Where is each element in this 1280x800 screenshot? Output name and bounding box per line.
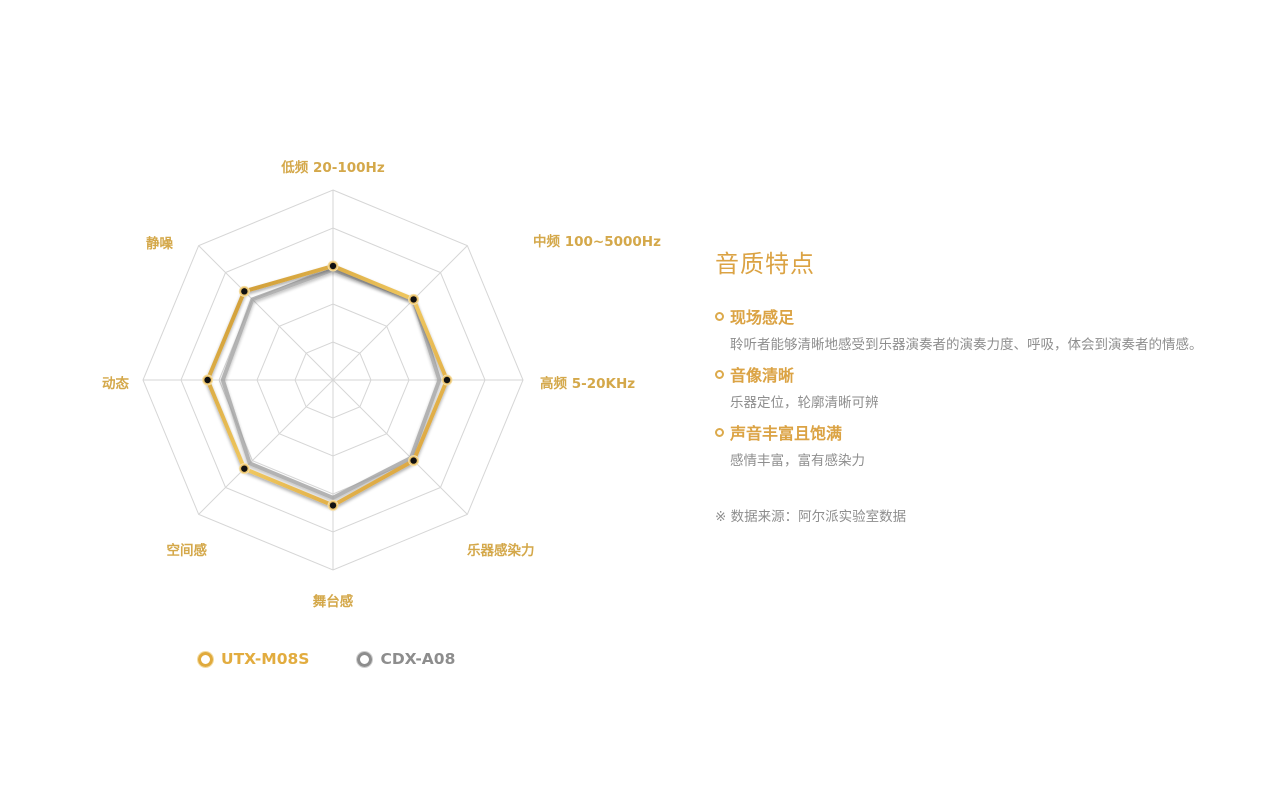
- series-line-cdx-a08: [220, 267, 442, 500]
- radar-spoke: [332, 245, 468, 381]
- radar-spoke: [198, 379, 334, 515]
- axis-label: 静噪: [146, 235, 173, 252]
- feature-title: 声音丰富且饱满: [730, 424, 843, 443]
- data-point: [443, 376, 451, 384]
- legend-item-utx-m08s[interactable]: UTX-M08S: [198, 650, 309, 668]
- feature-item: 现场感足 聆听者能够清晰地感受到乐器演奏者的演奏力度、呼吸，体会到演奏者的情感。: [715, 303, 1255, 355]
- data-point: [410, 296, 417, 303]
- legend-label-utx-m08s: UTX-M08S: [221, 650, 310, 668]
- chart-legend: UTX-M08S CDX-A08: [198, 650, 455, 668]
- axis-label: 高频 5-20KHz: [540, 375, 635, 392]
- feature-description: 乐器定位，轮廓清晰可辨: [730, 395, 879, 411]
- data-point: [241, 465, 248, 472]
- axis-label: 中频 100~5000Hz: [533, 233, 661, 250]
- sound-quality-panel: 音质特点 现场感足 聆听者能够清晰地感受到乐器演奏者的演奏力度、呼吸，体会到演奏…: [715, 244, 1255, 525]
- legend-swatch-utx-m08s: [198, 651, 213, 667]
- axis-label: 低频 20-100Hz: [280, 159, 385, 176]
- feature-description: 感情丰富，富有感染力: [730, 453, 865, 469]
- data-point: [204, 376, 211, 384]
- feature-description: 聆听者能够清晰地感受到乐器演奏者的演奏力度、呼吸，体会到演奏者的情感。: [730, 337, 1203, 353]
- data-point: [329, 262, 337, 270]
- axis-label: 舞台感: [313, 593, 354, 610]
- axis-label: 乐器感染力: [467, 542, 535, 559]
- bullet-icon: [715, 369, 724, 379]
- feature-title: 音像清晰: [730, 366, 795, 385]
- data-point: [329, 502, 337, 509]
- radar-spoke: [198, 245, 334, 381]
- legend-swatch-cdx-a08: [357, 651, 373, 667]
- feature-item: 音像清晰 乐器定位，轮廓清晰可辨: [715, 361, 1255, 413]
- feature-item: 声音丰富且饱满 感情丰富，富有感染力: [715, 419, 1255, 471]
- legend-item-cdx-a08[interactable]: CDX-A08: [357, 650, 455, 668]
- data-point: [410, 457, 417, 464]
- radar-chart: 低频 20-100Hz 中频 100~5000Hz 高频 5-20KHz 乐器感染力舞…: [102, 159, 661, 610]
- axis-label: 空间感: [167, 542, 208, 559]
- bullet-icon: [715, 427, 724, 437]
- radar-spoke: [332, 379, 468, 515]
- legend-label-cdx-a08: CDX-A08: [380, 650, 456, 668]
- data-point: [241, 288, 248, 295]
- feature-title: 现场感足: [730, 308, 795, 327]
- bullet-icon: [715, 311, 724, 321]
- data-source-note: ※ 数据来源：阿尔派实验室数据: [715, 509, 907, 525]
- panel-title: 音质特点: [715, 250, 815, 278]
- axis-label: 动态: [102, 375, 129, 392]
